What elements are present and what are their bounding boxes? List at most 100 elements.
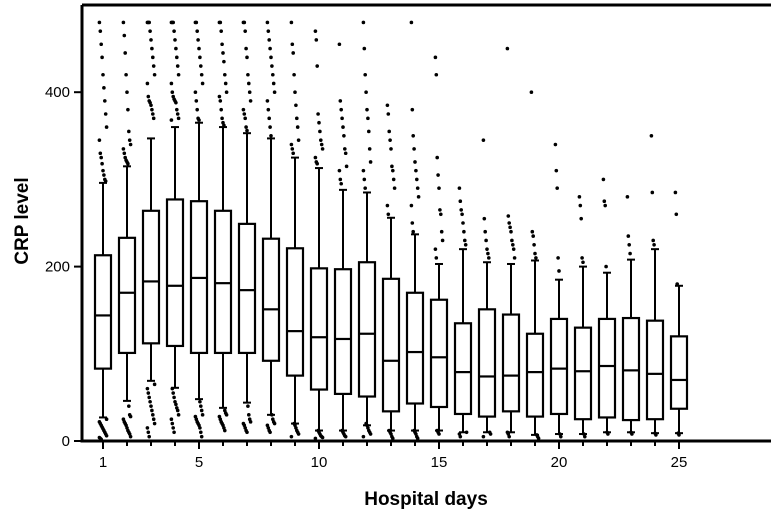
outlier-point (295, 125, 300, 129)
outlier-point (507, 434, 512, 439)
outlier-point (152, 72, 157, 77)
outlier-point (199, 434, 204, 439)
outlier-point (583, 434, 587, 439)
outlier-point (124, 72, 128, 77)
outlier-point (361, 168, 366, 173)
outlier-point (223, 81, 228, 86)
outlier-point (557, 269, 561, 273)
outlier-point (128, 414, 133, 419)
outlier-point (265, 20, 270, 25)
outlier-point (293, 90, 297, 94)
outlier-point (650, 190, 655, 195)
outlier-point (152, 421, 157, 426)
outlier-point (176, 116, 181, 121)
outlier-point (296, 138, 301, 142)
outlier-point (126, 107, 130, 112)
outlier-point (487, 256, 491, 260)
box-iqr (429, 298, 449, 409)
outlier-point (174, 100, 178, 105)
outlier-point (434, 256, 439, 260)
outlier-point (361, 434, 366, 439)
outlier-point (270, 413, 274, 417)
outlier-point (673, 190, 678, 195)
outlier-point (174, 46, 178, 51)
box-day-24 (645, 248, 665, 435)
outlier-point (175, 55, 179, 60)
outlier-point (245, 128, 249, 133)
outlier-point (314, 38, 319, 42)
outlier-point (482, 216, 487, 221)
outlier-point (223, 428, 227, 433)
outlier-point (97, 138, 102, 142)
outlier-point (194, 20, 199, 25)
box-iqr (141, 209, 161, 345)
box-day-14 (405, 233, 425, 432)
x-axis-title: Hospital days (364, 489, 488, 510)
outlier-point (434, 72, 439, 77)
outlier-point (291, 151, 296, 156)
box-iqr (309, 267, 329, 391)
outlier-point (102, 86, 106, 90)
outlier-point (104, 433, 109, 438)
outlier-point (675, 282, 679, 286)
outlier-point (220, 42, 224, 47)
outlier-point (512, 256, 517, 260)
outlier-point (146, 430, 151, 435)
box-iqr (453, 322, 473, 416)
outlier-point (436, 173, 440, 177)
outlier-point (411, 134, 416, 138)
outlier-point (509, 229, 513, 234)
outlier-point (147, 434, 151, 439)
outlier-point (484, 238, 488, 243)
outlier-point (270, 64, 274, 68)
outlier-point (292, 72, 296, 77)
outlier-point (175, 64, 180, 68)
outlier-point (267, 116, 272, 121)
outlier-point (149, 404, 153, 408)
outlier-point (121, 147, 126, 151)
outlier-point (200, 413, 205, 417)
outlier-point (122, 151, 127, 156)
outlier-point (220, 116, 224, 121)
x-tick-label: 25 (671, 454, 688, 471)
outlier-point (339, 107, 344, 112)
outlier-point (433, 55, 438, 60)
box-iqr (165, 198, 185, 348)
y-tick-label: 0 (62, 433, 70, 450)
outlier-point (392, 186, 397, 190)
outlier-point (389, 147, 393, 151)
outlier-point (533, 251, 537, 256)
outlier-point (409, 203, 414, 208)
outlier-point (247, 81, 251, 86)
outlier-point (437, 432, 441, 436)
outlier-point (146, 94, 151, 99)
box-day-15 (429, 262, 449, 432)
outlier-point (170, 386, 175, 391)
outlier-point (510, 238, 514, 243)
outlier-point (507, 221, 512, 225)
outlier-point (272, 90, 277, 94)
outlier-point (409, 20, 414, 25)
outlier-point (437, 186, 441, 190)
outlier-point (149, 103, 153, 108)
outlier-point (649, 134, 654, 138)
box-day-2 (117, 165, 137, 402)
outlier-point (175, 408, 180, 413)
outlier-point (630, 432, 634, 436)
outlier-point (316, 112, 320, 116)
box-iqr (501, 313, 521, 413)
y-axis-ticks: 0 200 400 (45, 84, 82, 450)
outlier-point (195, 107, 199, 112)
outlier-point (170, 90, 175, 94)
outlier-point (415, 186, 420, 190)
box-day-22 (597, 271, 617, 434)
outlier-point (171, 20, 175, 25)
box-day-9 (285, 156, 305, 425)
outlier-point (224, 413, 229, 417)
outlier-point (438, 208, 442, 212)
y-tick-label: 400 (45, 84, 70, 101)
outlier-point (385, 203, 390, 208)
outlier-point (555, 186, 559, 190)
outlier-point (101, 72, 105, 77)
outlier-point (536, 436, 541, 441)
